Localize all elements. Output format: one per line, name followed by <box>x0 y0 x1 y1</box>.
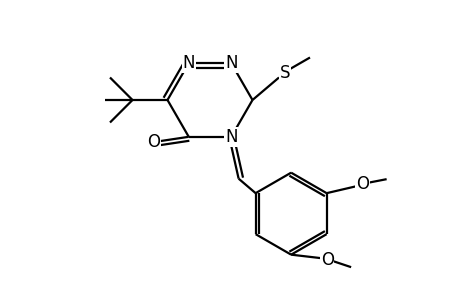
Text: O: O <box>147 133 160 151</box>
Text: O: O <box>320 251 333 269</box>
Text: N: N <box>182 54 195 72</box>
Text: O: O <box>355 175 368 193</box>
Text: N: N <box>224 128 237 146</box>
Text: S: S <box>279 64 290 82</box>
Text: N: N <box>224 54 237 72</box>
